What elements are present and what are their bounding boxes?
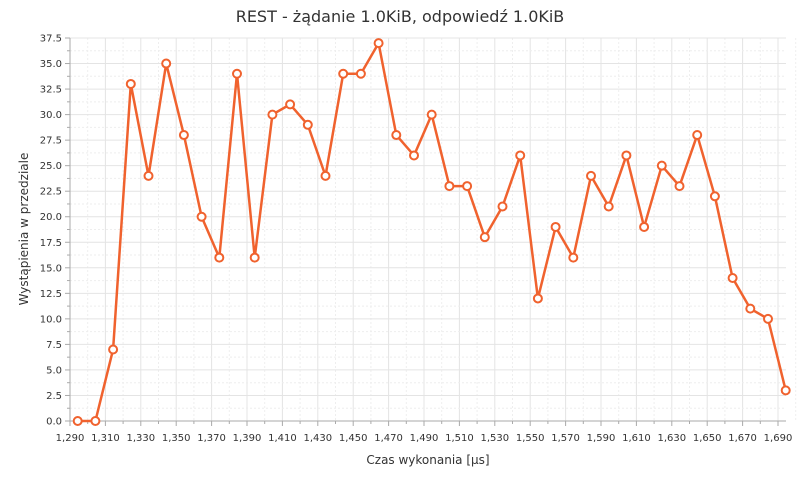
y-tick-label: 20.0	[40, 212, 62, 223]
data-point	[232, 68, 242, 79]
data-point	[143, 170, 154, 181]
x-tick-label: 1,510	[445, 433, 474, 444]
x-tick-label: 1,570	[551, 433, 580, 444]
y-tick-label: 15.0	[40, 263, 62, 274]
x-tick-label: 1,590	[587, 433, 616, 444]
data-point	[515, 150, 526, 161]
x-tick-label: 1,630	[657, 433, 686, 444]
data-point	[267, 109, 278, 120]
y-tick-label: 17.5	[40, 238, 62, 249]
data-point	[532, 293, 543, 304]
x-tick-label: 1,390	[233, 433, 262, 444]
x-tick-label: 1,370	[197, 433, 226, 444]
data-point	[639, 221, 650, 232]
x-tick-label: 1,410	[268, 433, 297, 444]
x-tick-label: 1,310	[91, 433, 120, 444]
data-point	[108, 344, 119, 355]
grid	[69, 37, 797, 422]
data-point	[125, 78, 136, 89]
series-line-group	[77, 41, 787, 423]
x-tick-label: 1,350	[162, 433, 191, 444]
x-tick-label: 1,650	[693, 433, 722, 444]
y-tick-label: 7.5	[46, 340, 62, 351]
data-point	[745, 303, 756, 314]
y-tick-label: 12.5	[40, 289, 62, 300]
data-point	[692, 130, 703, 141]
data-point	[302, 119, 313, 130]
data-point	[249, 252, 260, 263]
data-point	[373, 38, 384, 49]
data-point	[780, 385, 791, 396]
data-point	[727, 273, 738, 284]
data-point	[320, 170, 331, 181]
data-point	[426, 109, 437, 120]
data-point	[285, 99, 296, 110]
x-tick-label: 1,690	[764, 433, 793, 444]
x-tick-label: 1,610	[622, 433, 651, 444]
data-point	[355, 68, 366, 79]
data-point	[338, 68, 349, 79]
x-axis-label: Czas wykonania [µs]	[366, 453, 489, 467]
x-tick-label: 1,490	[410, 433, 439, 444]
data-point	[161, 58, 172, 69]
data-point	[568, 252, 579, 263]
x-tick-label: 1,330	[126, 433, 155, 444]
data-point	[214, 252, 225, 263]
data-point	[674, 181, 685, 192]
y-tick-label: 2.5	[46, 391, 62, 402]
data-point	[763, 313, 773, 324]
y-tick-label: 10.0	[40, 314, 62, 325]
x-tick-label: 1,450	[339, 433, 368, 444]
y-axis-label: Wystąpienia w przedziale	[17, 153, 31, 306]
data-point	[603, 201, 614, 212]
axes: 1,290 1,310 1,330 1,350 1,370 1,390 1,410 1,430…	[40, 34, 793, 445]
series-line	[77, 41, 787, 423]
y-tick-label: 25.0	[40, 161, 62, 172]
data-point	[90, 416, 101, 426]
data-point	[586, 170, 596, 181]
data-point	[196, 211, 207, 222]
data-point	[72, 416, 83, 426]
data-point	[178, 130, 189, 141]
y-tick-label: 27.5	[40, 136, 62, 147]
data-point	[656, 160, 667, 171]
y-tick-label: 0.0	[46, 417, 62, 428]
y-tick-label: 22.5	[40, 187, 62, 198]
x-tick-label: 1,290	[56, 433, 85, 444]
data-point	[409, 150, 419, 161]
x-tick-label: 1,430	[303, 433, 332, 444]
x-tick-label: 1,670	[728, 433, 757, 444]
y-tick-label: 35.0	[40, 59, 62, 70]
data-point	[462, 181, 473, 192]
series-points	[72, 38, 791, 426]
data-point	[391, 130, 402, 141]
data-point	[621, 150, 632, 161]
chart-title: REST - żądanie 1.0KiB, odpowiedź 1.0KiB	[236, 7, 565, 26]
y-tick-label: 32.5	[40, 85, 62, 96]
y-tick-label: 5.0	[46, 365, 62, 376]
data-point	[444, 181, 455, 192]
x-tick-label: 1,530	[480, 433, 509, 444]
y-tick-label: 37.5	[40, 34, 62, 45]
x-tick-label: 1,470	[374, 433, 403, 444]
data-point	[479, 232, 490, 243]
y-tick-label: 30.0	[40, 110, 62, 121]
x-tick-label: 1,550	[516, 433, 545, 444]
data-point	[709, 191, 720, 202]
data-point	[497, 201, 508, 212]
data-point	[550, 221, 561, 232]
